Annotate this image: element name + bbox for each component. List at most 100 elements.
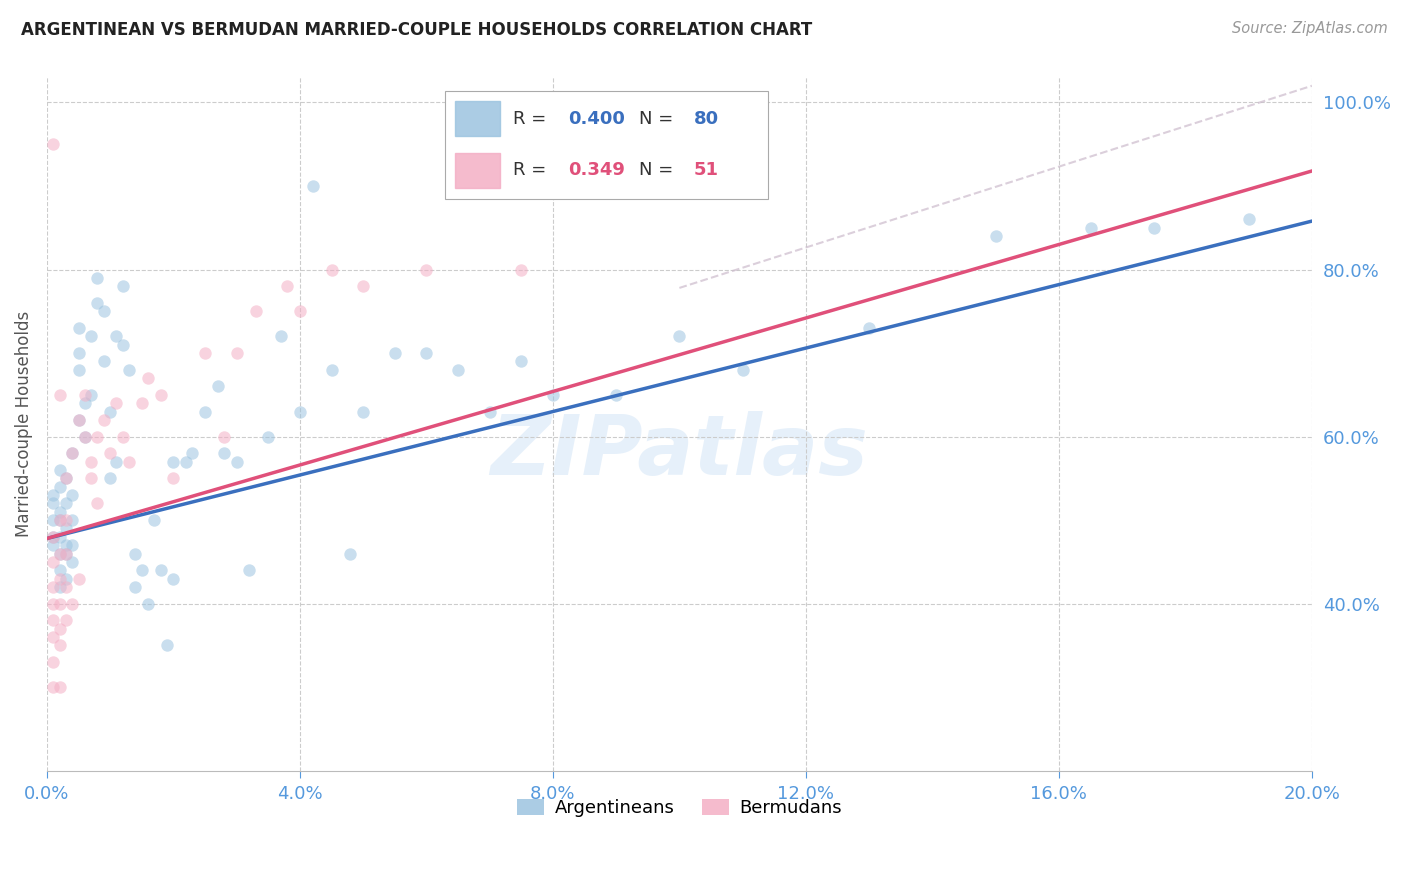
Point xyxy=(105,455,128,469)
Point xyxy=(668,329,690,343)
Point xyxy=(105,329,128,343)
Point xyxy=(55,538,77,552)
Text: ARGENTINEAN VS BERMUDAN MARRIED-COUPLE HOUSEHOLDS CORRELATION CHART: ARGENTINEAN VS BERMUDAN MARRIED-COUPLE H… xyxy=(21,21,813,38)
Point xyxy=(149,563,172,577)
Point xyxy=(48,513,70,527)
Point xyxy=(67,363,90,377)
Point xyxy=(352,404,374,418)
Point xyxy=(48,572,70,586)
Point xyxy=(42,137,65,152)
Point xyxy=(143,513,166,527)
Point xyxy=(605,388,627,402)
Point xyxy=(48,580,70,594)
Point xyxy=(270,329,292,343)
Point xyxy=(118,363,141,377)
Point xyxy=(510,262,533,277)
Point xyxy=(42,680,65,694)
Point xyxy=(60,446,83,460)
Point xyxy=(80,455,103,469)
Point xyxy=(276,279,298,293)
Point xyxy=(194,346,217,360)
Point xyxy=(42,496,65,510)
Point xyxy=(55,580,77,594)
Point xyxy=(48,388,70,402)
Point xyxy=(48,639,70,653)
Point xyxy=(48,563,70,577)
Point xyxy=(55,513,77,527)
Point xyxy=(55,496,77,510)
Point xyxy=(48,680,70,694)
Point xyxy=(55,547,77,561)
Point xyxy=(67,413,90,427)
Point xyxy=(510,354,533,368)
Point xyxy=(212,429,235,443)
Point xyxy=(42,613,65,627)
Point xyxy=(48,505,70,519)
Point xyxy=(67,572,90,586)
Point xyxy=(93,413,115,427)
Point xyxy=(131,396,153,410)
Point xyxy=(181,446,204,460)
Point xyxy=(73,388,96,402)
Legend: Argentineans, Bermudans: Argentineans, Bermudans xyxy=(509,791,849,824)
Point xyxy=(86,496,108,510)
Point xyxy=(67,346,90,360)
Point xyxy=(1237,212,1260,227)
Point xyxy=(111,279,134,293)
Point xyxy=(48,622,70,636)
Point xyxy=(80,329,103,343)
Point xyxy=(415,262,437,277)
Point xyxy=(55,572,77,586)
Point xyxy=(111,429,134,443)
Point xyxy=(1080,220,1102,235)
Point xyxy=(131,563,153,577)
Point xyxy=(136,371,159,385)
Point xyxy=(288,304,311,318)
Point xyxy=(55,471,77,485)
Point xyxy=(55,471,77,485)
Point xyxy=(194,404,217,418)
Point xyxy=(415,346,437,360)
Point xyxy=(98,404,121,418)
Point xyxy=(86,429,108,443)
Point xyxy=(86,296,108,310)
Point xyxy=(42,580,65,594)
Point xyxy=(238,563,260,577)
Point xyxy=(245,304,267,318)
Point xyxy=(67,321,90,335)
Point xyxy=(48,480,70,494)
Y-axis label: Married-couple Households: Married-couple Households xyxy=(15,311,32,537)
Point xyxy=(321,363,343,377)
Point xyxy=(156,639,179,653)
Point xyxy=(541,388,564,402)
Point xyxy=(80,388,103,402)
Point xyxy=(447,363,470,377)
Point xyxy=(478,404,501,418)
Point xyxy=(98,446,121,460)
Point xyxy=(162,471,184,485)
Point xyxy=(42,597,65,611)
Point xyxy=(67,413,90,427)
Point xyxy=(858,321,880,335)
Point xyxy=(111,337,134,351)
Point xyxy=(48,597,70,611)
Point xyxy=(984,229,1007,244)
Point xyxy=(42,530,65,544)
Point xyxy=(93,354,115,368)
Point xyxy=(48,530,70,544)
Point xyxy=(98,471,121,485)
Point xyxy=(288,404,311,418)
Point xyxy=(352,279,374,293)
Point xyxy=(321,262,343,277)
Point xyxy=(339,547,361,561)
Point xyxy=(118,455,141,469)
Point xyxy=(731,363,754,377)
Point xyxy=(384,346,406,360)
Point xyxy=(42,630,65,644)
Point xyxy=(225,455,247,469)
Point xyxy=(48,547,70,561)
Point xyxy=(55,613,77,627)
Point xyxy=(48,463,70,477)
Point xyxy=(60,538,83,552)
Point xyxy=(60,513,83,527)
